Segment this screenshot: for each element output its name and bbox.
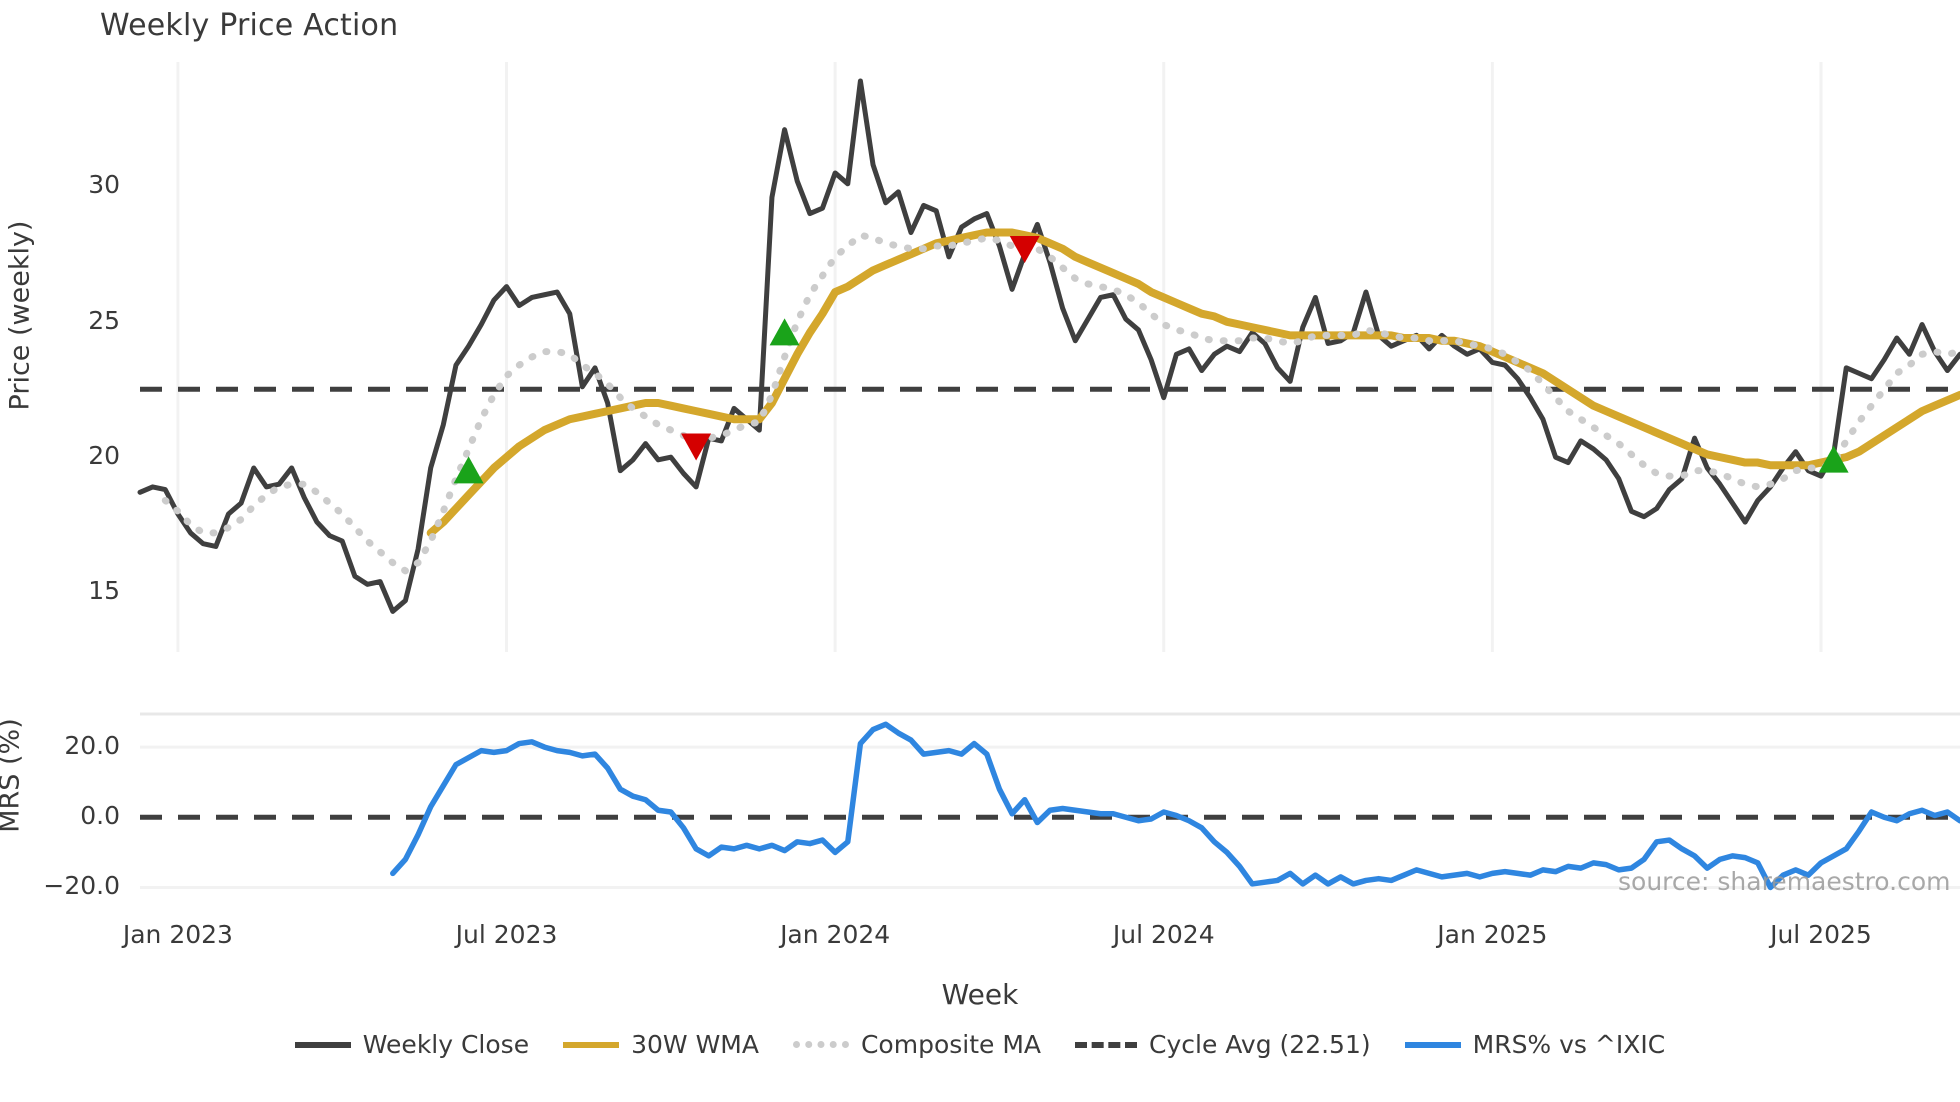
price-plot — [137, 62, 1960, 652]
legend-label: Composite MA — [860, 1030, 1042, 1059]
price-y-tick: 20 — [88, 441, 120, 471]
legend-item-weekly-close[interactable]: Weekly Close — [294, 1030, 530, 1059]
legend-label: 30W WMA — [631, 1030, 759, 1059]
legend-swatch-icon — [1075, 1041, 1138, 1048]
legend-label: Cycle Avg (22.51) — [1149, 1030, 1371, 1059]
chart-legend: Weekly Close 30W WMA Composite MA Cycle Avg… — [0, 1030, 1960, 1059]
price-y-tick: 25 — [88, 305, 120, 335]
legend-item-mrs-vs-ixic[interactable]: MRS% vs ^IXIC — [1404, 1030, 1666, 1059]
x-tick: Jan 2023 — [122, 920, 233, 949]
source-watermark: source: sharemaestro.com — [1618, 867, 1951, 896]
legend-label: Weekly Close — [362, 1030, 530, 1059]
x-tick: Jul 2025 — [1770, 920, 1872, 949]
legend-swatch-icon — [1404, 1041, 1461, 1048]
mrs-chart-panel — [140, 712, 1960, 912]
x-tick: Jan 2024 — [780, 920, 891, 949]
legend-swatch-icon — [563, 1041, 620, 1048]
series-line-composite-ma — [161, 231, 1960, 575]
x-axis-label: Week — [941, 978, 1019, 1011]
mrs-y-tick: 20.0 — [64, 731, 120, 761]
x-tick: Jul 2024 — [1112, 920, 1215, 949]
mrs-y-tick: 0.0 — [80, 801, 120, 831]
price-y-tick: 30 — [88, 170, 120, 200]
buy-signal-marker[interactable] — [1818, 445, 1849, 473]
sell-signal-marker[interactable] — [681, 433, 712, 461]
legend-label: MRS% vs ^IXIC — [1472, 1030, 1666, 1059]
x-tick: Jan 2025 — [1437, 920, 1548, 949]
mrs-plot — [140, 712, 1960, 891]
legend-item-cycle-avg-22-51[interactable]: Cycle Avg (22.51) — [1075, 1030, 1371, 1059]
series-line-weekly-close — [137, 78, 1960, 614]
page-title: Weekly Price Action — [100, 8, 399, 43]
legend-item-30w-wma[interactable]: 30W WMA — [563, 1030, 759, 1059]
mrs-y-tick: −20.0 — [43, 871, 120, 901]
sell-signal-marker[interactable] — [1009, 235, 1040, 263]
buy-signal-marker[interactable] — [769, 318, 800, 346]
series-line-mrs — [390, 721, 1960, 891]
legend-item-composite-ma[interactable]: Composite MA — [792, 1030, 1042, 1059]
x-tick: Jul 2023 — [455, 920, 558, 949]
legend-swatch-icon — [294, 1041, 351, 1048]
legend-swatch-icon — [792, 1041, 849, 1048]
price-chart-panel — [137, 62, 1960, 652]
price-y-tick: 15 — [88, 576, 120, 606]
buy-signal-marker[interactable] — [453, 456, 484, 484]
series-line-30w-wma — [426, 228, 1960, 537]
